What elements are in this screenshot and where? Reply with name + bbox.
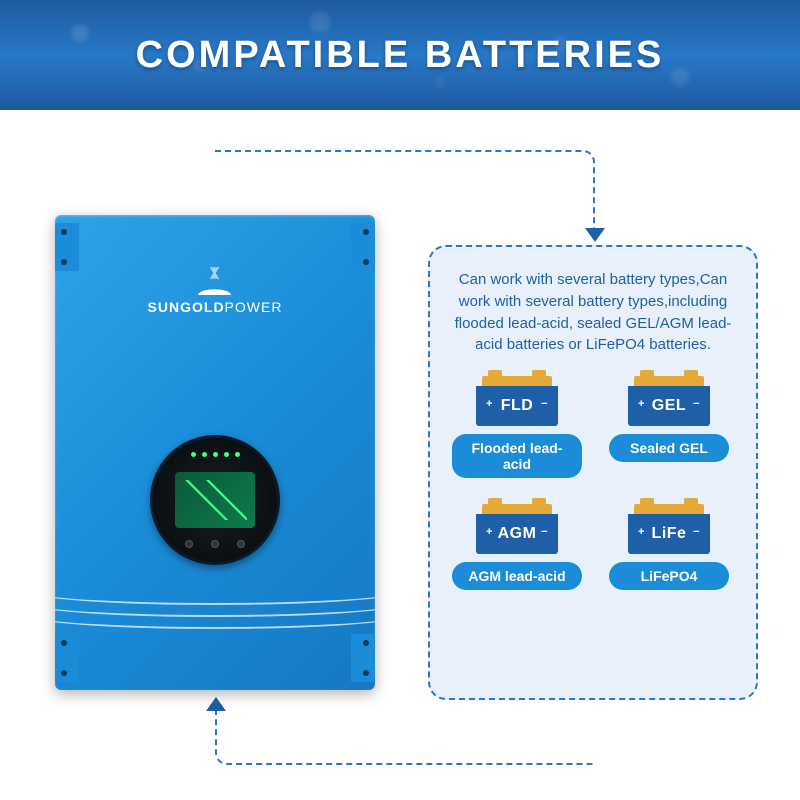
battery-type-grid: +FLD− Flooded lead-acid +GEL− Sealed GEL… bbox=[452, 376, 734, 590]
dial-led-row bbox=[191, 452, 240, 457]
header-banner: COMPATIBLE BATTERIES bbox=[0, 0, 800, 110]
battery-icon: +FLD− bbox=[476, 376, 558, 426]
sun-icon bbox=[195, 275, 235, 295]
battery-type-life: +LiFe− LiFePO4 bbox=[604, 504, 734, 590]
device-wave-decoration bbox=[55, 575, 375, 635]
device-screen bbox=[175, 472, 255, 528]
battery-type-agm: +AGM− AGM lead-acid bbox=[452, 504, 582, 590]
battery-icon: +AGM− bbox=[476, 504, 558, 554]
battery-icon: +LiFe− bbox=[628, 504, 710, 554]
battery-code: LiFe bbox=[652, 525, 687, 543]
battery-icon: +GEL− bbox=[628, 376, 710, 426]
battery-label: LiFePO4 bbox=[609, 562, 729, 590]
battery-type-fld: +FLD− Flooded lead-acid bbox=[452, 376, 582, 478]
main-content: SUNGOLDPOWER Can work with several batte… bbox=[0, 110, 800, 800]
panel-description: Can work with several battery types,Can … bbox=[452, 269, 734, 356]
connector-line-bottom bbox=[215, 705, 595, 765]
brand-sub: POWER bbox=[225, 299, 283, 315]
battery-code: AGM bbox=[498, 525, 537, 543]
battery-label: Sealed GEL bbox=[609, 434, 729, 462]
battery-label: Flooded lead-acid bbox=[452, 434, 582, 478]
arrow-up-icon bbox=[206, 697, 226, 711]
info-panel: Can work with several battery types,Can … bbox=[428, 245, 758, 700]
brand-main: SUNGOLD bbox=[148, 299, 225, 315]
battery-code: FLD bbox=[501, 397, 534, 415]
battery-label: AGM lead-acid bbox=[452, 562, 581, 590]
arrow-down-icon bbox=[585, 228, 605, 242]
battery-code: GEL bbox=[652, 397, 686, 415]
device-brand-logo: SUNGOLDPOWER bbox=[148, 275, 283, 315]
inverter-device: SUNGOLDPOWER bbox=[55, 215, 375, 690]
device-control-dial bbox=[150, 435, 280, 565]
header-title: COMPATIBLE BATTERIES bbox=[136, 34, 665, 77]
battery-type-gel: +GEL− Sealed GEL bbox=[604, 376, 734, 478]
dial-button-row bbox=[185, 540, 245, 548]
